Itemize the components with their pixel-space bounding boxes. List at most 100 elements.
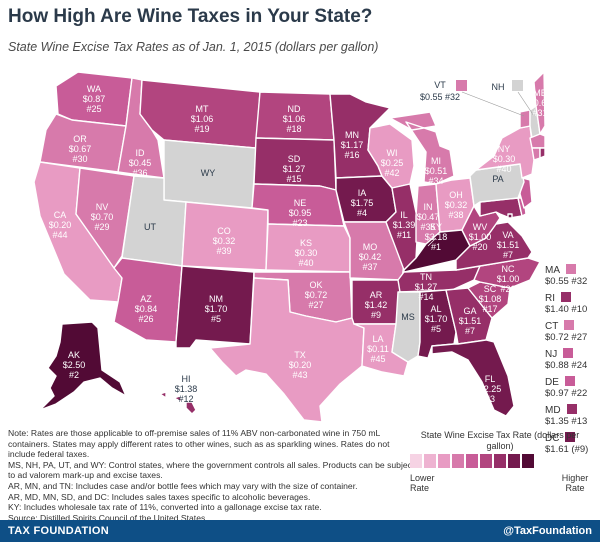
state-label-NY-rate: $0.30	[493, 154, 516, 164]
notes-block: Note: Rates are those applicable to off-…	[8, 428, 416, 523]
side-state-MD[interactable]: MD $1.35 #13	[545, 404, 588, 427]
state-label-ME-rank: #31	[532, 108, 545, 118]
state-label-NC-abbr: NC	[502, 264, 515, 274]
state-label-AR-rate: $1.42	[365, 300, 388, 310]
state-label-GA-abbr: GA	[463, 306, 476, 316]
state-label-PA-abbr: PA	[492, 174, 503, 184]
state-TX[interactable]	[209, 277, 365, 423]
side-state-abbr: DC	[545, 433, 560, 444]
state-label-MO-rank: #37	[362, 262, 377, 272]
side-state-DE[interactable]: DE $0.97 #22	[545, 376, 588, 399]
us-map: WA$0.87#25OR$0.67#30CA$0.20#44NV$0.70#29…	[33, 71, 545, 423]
state-label-WI-abbr: WI	[387, 148, 398, 158]
state-label-OK-rate: $0.72	[305, 290, 328, 300]
state-label-NM-rate: $1.70	[205, 304, 228, 314]
state-label-IL-rank: #11	[397, 230, 411, 240]
state-label-SC-rank: #17	[482, 304, 497, 314]
state-label-MN-rank: #16	[344, 150, 359, 160]
legend-swatch	[410, 454, 422, 468]
side-state-CT[interactable]: CT $0.72 #27	[545, 320, 588, 343]
state-label-CO-rank: #39	[216, 246, 231, 256]
legend-swatch	[508, 454, 520, 468]
state-label-WY-abbr: WY	[201, 168, 216, 178]
side-state-swatch	[565, 432, 576, 442]
state-label-OH-rank: #38	[448, 210, 463, 220]
footer-handle[interactable]: @TaxFoundation	[503, 525, 592, 537]
state-DC[interactable]	[507, 213, 513, 219]
state-MI[interactable]	[389, 111, 455, 185]
state-CT[interactable]	[531, 147, 541, 161]
side-state-abbr: CT	[545, 321, 559, 332]
state-label-MN-rate: $1.17	[341, 140, 364, 150]
state-label-SC-rate: $1.08	[479, 294, 502, 304]
state-label-MI-rate: $0.51	[425, 166, 448, 176]
footer-brand: TAX FOUNDATION	[8, 525, 109, 537]
state-label-CO-abbr: CO	[217, 226, 231, 236]
side-state-swatch	[563, 348, 574, 358]
state-label-AL-abbr: AL	[430, 304, 441, 314]
side-state-abbr: DE	[545, 377, 559, 388]
note-line: AR, MD, MN, SD, and DC: Includes sales t…	[8, 491, 311, 502]
state-AK[interactable]	[39, 321, 127, 411]
state-label-IN-rank: #35	[420, 222, 435, 232]
state-label-TN-abbr: TN	[420, 272, 432, 282]
note-line: MS, NH, PA, UT, and WY: Control states, …	[8, 459, 415, 481]
state-label-VA-abbr: VA	[502, 230, 513, 240]
state-label-CA-rank: #44	[52, 230, 67, 240]
callout-NH-abbr: NH	[492, 82, 505, 92]
legend-swatch	[424, 454, 436, 468]
state-label-IN-rate: $0.47	[417, 212, 440, 222]
legend-title: State Wine Excise Tax Rate (dollars per …	[420, 430, 580, 451]
state-label-OH-rate: $0.32	[445, 200, 468, 210]
state-label-ME-abbr: ME	[533, 88, 545, 98]
side-state-MA[interactable]: MA $0.55 #32	[545, 264, 588, 287]
state-label-NC-rate: $1.00	[497, 274, 520, 284]
state-label-ME-rate: $0.60	[529, 98, 545, 108]
state-label-OK-rank: #27	[308, 300, 323, 310]
side-state-NJ[interactable]: NJ $0.88 #24	[545, 348, 588, 371]
state-label-MO-abbr: MO	[363, 242, 378, 252]
state-label-MT-rate: $1.06	[191, 114, 214, 124]
leader-NH	[517, 91, 535, 117]
state-label-KY-abbr: KY	[430, 222, 442, 232]
state-RI[interactable]	[539, 147, 545, 159]
state-label-TX-rate: $0.20	[289, 360, 312, 370]
state-label-WV-abbr: WV	[473, 222, 488, 232]
state-SC[interactable]	[467, 281, 511, 319]
state-label-FL-rank: #3	[485, 394, 495, 404]
side-state-DC[interactable]: DC $1.61 (#9)	[545, 432, 588, 455]
side-state-abbr: MA	[545, 265, 560, 276]
state-label-LA-rank: #45	[370, 354, 385, 364]
state-WV[interactable]	[461, 205, 501, 247]
footer-bar: TAX FOUNDATION @TaxFoundation	[0, 520, 600, 542]
state-label-OR-rate: $0.67	[69, 144, 92, 154]
state-label-HI-rate: $1.38	[175, 384, 198, 394]
state-label-OR-abbr: OR	[73, 134, 87, 144]
state-label-FL-rate: $2.25	[479, 384, 502, 394]
state-MA[interactable]	[529, 133, 545, 149]
marker-NH	[512, 80, 523, 91]
state-label-MI-abbr: MI	[431, 156, 441, 166]
state-label-WI-rank: #42	[384, 168, 399, 178]
state-label-IA-abbr: IA	[358, 188, 367, 198]
side-state-RI[interactable]: RI $1.40 #10	[545, 292, 588, 315]
state-label-TX-rank: #43	[292, 370, 307, 380]
state-label-NY-abbr: NY	[498, 144, 511, 154]
state-label-MO-rate: $0.42	[359, 252, 382, 262]
state-label-NY-rank: #40	[496, 164, 511, 174]
state-label-MT-abbr: MT	[196, 104, 209, 114]
state-ME[interactable]	[533, 71, 545, 135]
state-label-SD-rate: $1.27	[283, 164, 306, 174]
callout-VT-value: $0.55 #32	[420, 92, 460, 102]
side-state-abbr: MD	[545, 405, 561, 416]
map-title: How High Are Wine Taxes in Your State?	[8, 6, 373, 27]
state-FL[interactable]	[431, 339, 515, 417]
side-state-swatch	[564, 320, 575, 330]
note-line: Source: Distilled Spirits Council of the…	[8, 512, 208, 523]
state-label-KS-rank: #40	[298, 258, 313, 268]
side-state-value: $0.88 #24	[545, 360, 588, 371]
state-HI[interactable]	[159, 391, 197, 415]
state-VT[interactable]	[519, 109, 531, 129]
state-label-SD-rank: #15	[286, 174, 301, 184]
state-label-WA-abbr: WA	[87, 84, 101, 94]
